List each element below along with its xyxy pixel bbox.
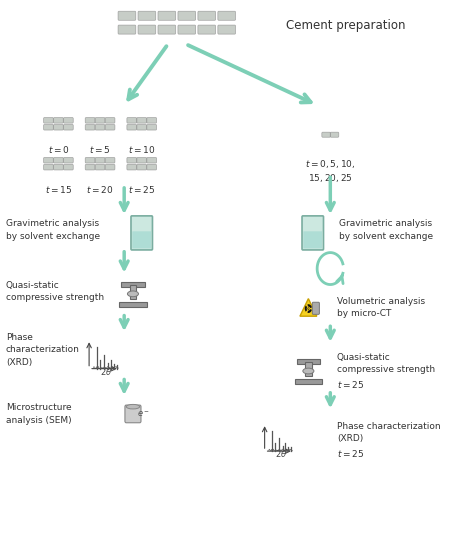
FancyBboxPatch shape [125,405,141,423]
Text: $t = 25$: $t = 25$ [128,184,155,195]
FancyBboxPatch shape [85,125,95,130]
FancyBboxPatch shape [218,11,236,20]
Ellipse shape [303,368,314,374]
FancyBboxPatch shape [85,118,95,123]
Text: Gravimetric analysis
by solvent exchange: Gravimetric analysis by solvent exchange [6,219,100,241]
Bar [121,282,145,287]
FancyBboxPatch shape [105,164,115,170]
FancyBboxPatch shape [95,125,105,130]
Text: Cement preparation: Cement preparation [286,19,406,32]
FancyBboxPatch shape [118,11,136,20]
FancyBboxPatch shape [95,118,105,123]
FancyBboxPatch shape [322,132,331,137]
FancyBboxPatch shape [53,164,63,170]
FancyBboxPatch shape [95,157,105,163]
FancyBboxPatch shape [158,11,176,20]
Text: Gravimetric analysis
by solvent exchange: Gravimetric analysis by solvent exchange [339,219,433,241]
FancyBboxPatch shape [137,164,147,170]
Text: $t = 0, 5, 10,$
$15, 20, 25$: $t = 0, 5, 10,$ $15, 20, 25$ [305,158,355,184]
Text: $2\theta$: $2\theta$ [100,366,113,377]
FancyBboxPatch shape [64,157,73,163]
FancyBboxPatch shape [105,118,115,123]
FancyBboxPatch shape [85,164,95,170]
FancyBboxPatch shape [53,157,63,163]
FancyBboxPatch shape [105,157,115,163]
Text: Phase
characterization
(XRD): Phase characterization (XRD) [6,333,80,367]
Circle shape [308,308,309,309]
FancyBboxPatch shape [43,125,53,130]
Bar [130,285,136,299]
Wedge shape [307,304,312,308]
Circle shape [307,308,309,310]
Bar [119,302,147,307]
Text: $t = 10$: $t = 10$ [128,144,155,155]
FancyBboxPatch shape [198,25,216,34]
Bar [305,362,312,376]
Wedge shape [305,305,307,312]
FancyBboxPatch shape [178,25,195,34]
FancyBboxPatch shape [137,118,147,123]
Ellipse shape [127,291,138,297]
Text: Microstructure
analysis (SEM): Microstructure analysis (SEM) [6,403,71,425]
FancyBboxPatch shape [137,157,147,163]
FancyBboxPatch shape [127,118,136,123]
FancyBboxPatch shape [43,164,53,170]
FancyBboxPatch shape [43,157,53,163]
Text: Phase characterization
(XRD)
$t = 25$: Phase characterization (XRD) $t = 25$ [337,422,441,459]
FancyBboxPatch shape [330,132,339,137]
FancyBboxPatch shape [127,157,136,163]
FancyBboxPatch shape [158,25,176,34]
FancyBboxPatch shape [302,216,324,250]
Text: $e^-$: $e^-$ [137,409,150,418]
FancyBboxPatch shape [131,216,153,250]
FancyBboxPatch shape [178,11,195,20]
FancyBboxPatch shape [132,231,151,248]
FancyBboxPatch shape [53,118,63,123]
Text: Quasi-static
compressive strength
$t = 25$: Quasi-static compressive strength $t = 2… [337,353,435,390]
FancyBboxPatch shape [312,302,319,315]
FancyBboxPatch shape [147,157,157,163]
FancyBboxPatch shape [118,25,136,34]
FancyBboxPatch shape [105,125,115,130]
Text: $2\theta$: $2\theta$ [275,448,288,459]
FancyBboxPatch shape [127,164,136,170]
Text: $t = 15$: $t = 15$ [45,184,72,195]
Text: Volumetric analysis
by micro-CT: Volumetric analysis by micro-CT [337,297,425,318]
FancyBboxPatch shape [138,25,156,34]
Text: $t = 0$: $t = 0$ [47,144,69,155]
FancyBboxPatch shape [64,118,73,123]
FancyBboxPatch shape [303,231,322,248]
Text: $t = 5$: $t = 5$ [89,144,111,155]
FancyBboxPatch shape [147,118,157,123]
FancyBboxPatch shape [64,164,73,170]
FancyBboxPatch shape [147,164,157,170]
FancyBboxPatch shape [198,11,216,20]
FancyBboxPatch shape [53,125,63,130]
Ellipse shape [126,404,140,409]
FancyBboxPatch shape [64,125,73,130]
FancyBboxPatch shape [137,125,147,130]
Wedge shape [307,309,312,313]
FancyBboxPatch shape [43,118,53,123]
FancyBboxPatch shape [95,164,105,170]
FancyBboxPatch shape [85,157,95,163]
FancyBboxPatch shape [127,125,136,130]
FancyBboxPatch shape [218,25,236,34]
Text: $t = 20$: $t = 20$ [86,184,114,195]
Bar [296,359,320,364]
Bar [295,379,322,384]
FancyBboxPatch shape [138,11,156,20]
Text: Quasi-static
compressive strength: Quasi-static compressive strength [6,281,104,302]
Polygon shape [300,299,317,316]
FancyBboxPatch shape [147,125,157,130]
